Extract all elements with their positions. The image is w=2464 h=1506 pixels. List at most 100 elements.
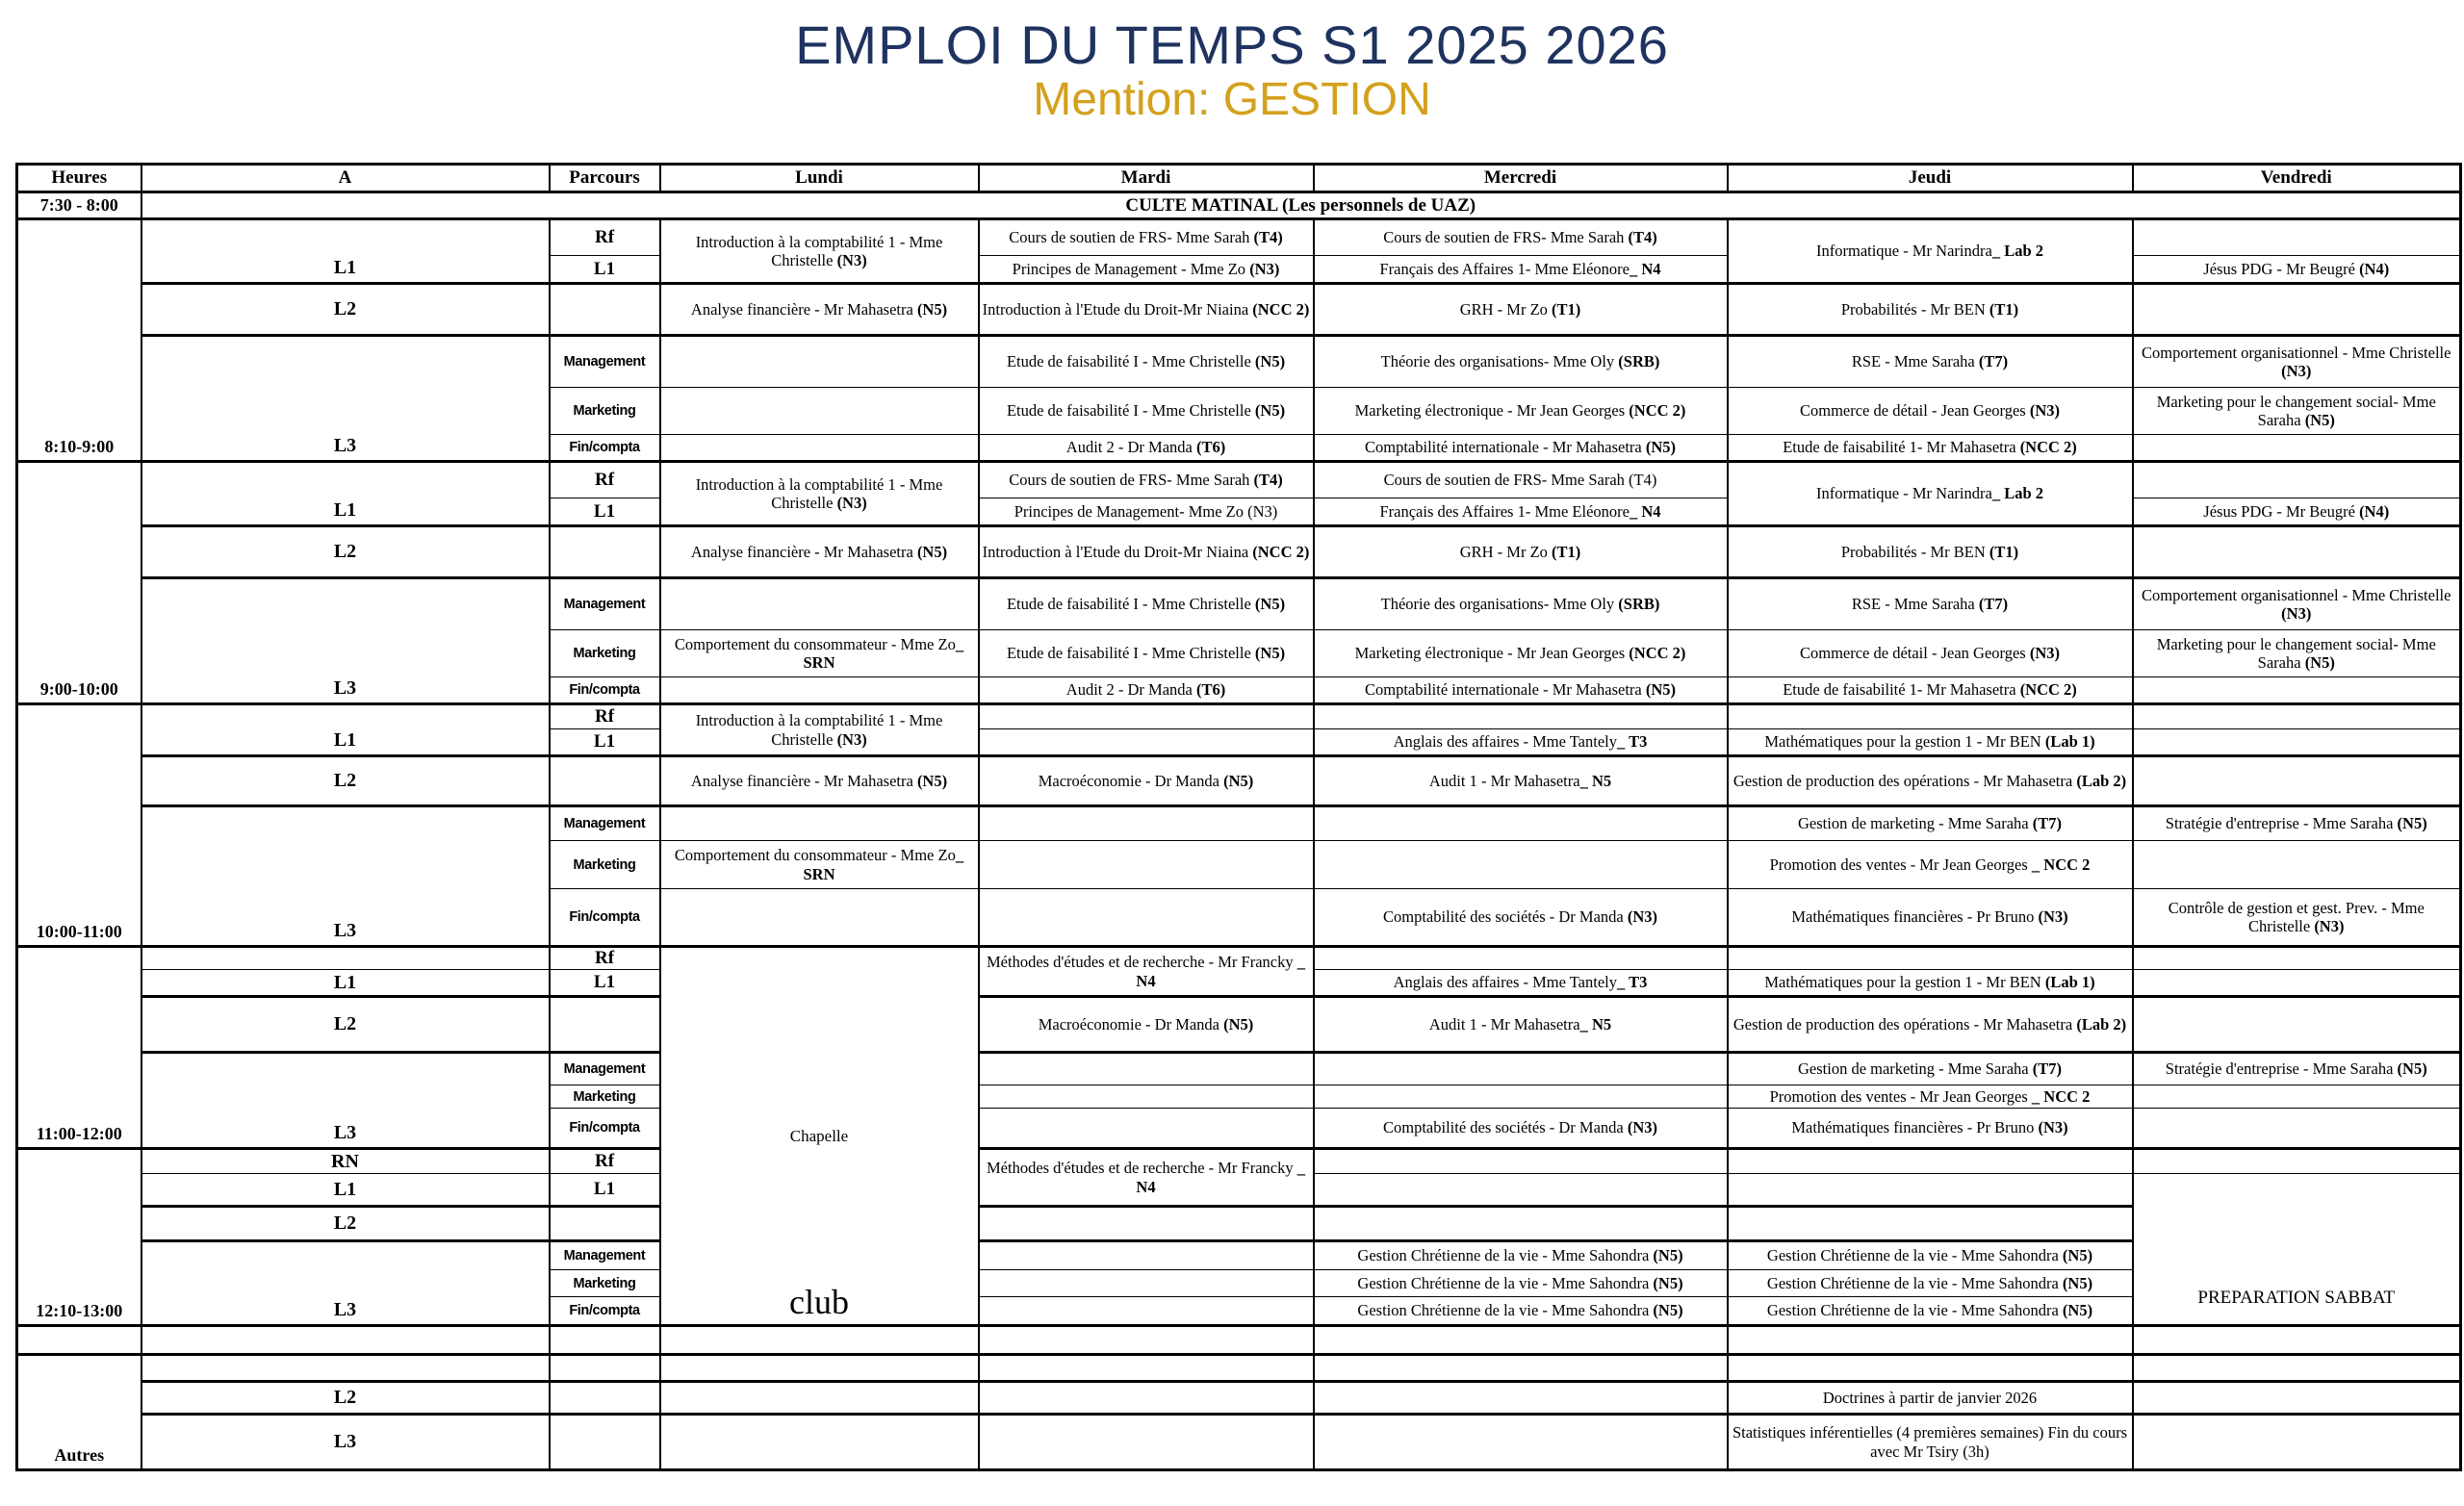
- cell-heures: 11:00-12:00: [15, 945, 142, 1150]
- timetable-row: L1 Anglais des affaires - Mme Tantely_ T3…: [17, 728, 2462, 757]
- cell-jeudi: [1726, 702, 2134, 730]
- cell-lundi: Introduction à la comptabilité 1 - Mme C…: [658, 460, 980, 527]
- cell-a: L2: [140, 282, 551, 337]
- cell-mardi: Etude de faisabilité I - Mme Christelle …: [977, 629, 1315, 678]
- cell-lundi: Analyse financière - Mr Mahasetra (N5): [658, 524, 980, 579]
- cell-vendredi: [2131, 1108, 2462, 1150]
- cell-mercredi: Audit 1 - Mr Mahasetra_ N5: [1312, 995, 1729, 1054]
- timetable-row: Marketing Comportement du consommateur - …: [17, 840, 2462, 890]
- timetable-row: L3 Management Gestion Chrétienne de la vie…: [17, 1239, 2461, 1327]
- cell-vendredi: [2131, 460, 2462, 499]
- cell-mardi: Audit 2 - Dr Manda (T6): [977, 676, 1315, 705]
- cell-lundi: Comportement du consommateur - Mme Zo_ S…: [658, 629, 980, 678]
- cell-lundi: [658, 576, 980, 631]
- cell-a: [140, 1353, 551, 1383]
- cell-mardi: Audit 2 - Dr Manda (T6): [977, 434, 1315, 463]
- cell-mardi: Etude de faisabilité I - Mme Christelle …: [977, 334, 1315, 389]
- cell-mardi: [977, 728, 1315, 757]
- cell-mardi: [977, 702, 1315, 730]
- cell-vendredi: [2131, 1085, 2462, 1110]
- col-header-heures: Heures: [15, 163, 142, 193]
- cell-a: L1: [140, 969, 551, 998]
- cell-mercredi: Cours de soutien de FRS- Mme Sarah (T4): [1312, 217, 1729, 257]
- cell-lundi: [658, 1380, 980, 1416]
- cell-vendredi: Jésus PDG - Mr Beugré (N4): [2131, 498, 2462, 527]
- cell-a: L2: [140, 1380, 551, 1416]
- cell-heures: 10:00-11:00: [15, 702, 142, 948]
- cell-lundi: Comportement du consommateur - Mme Zo_ S…: [658, 840, 980, 890]
- cell-parcours: [548, 1205, 661, 1242]
- timetable-row: Fin/compta Gestion Chrétienne de la vie -…: [17, 1296, 2461, 1327]
- timetable-row: L2: [17, 1205, 2461, 1242]
- cell-mardi: [977, 1085, 1315, 1110]
- cell-mercredi: [1312, 945, 1729, 971]
- page-titles: EMPLOI DU TEMPS S1 2025 2026 Mention: GE…: [0, 14, 2464, 125]
- timetable-row: L1 Principes de Management- Mme Zo (N3) Fr…: [17, 498, 2462, 527]
- cell-mardi: [977, 1108, 1315, 1150]
- cell-mardi: Principes de Management- Mme Zo (N3): [977, 498, 1315, 527]
- cell-empty: [2131, 1324, 2462, 1357]
- cell-vendredi: [2131, 524, 2462, 579]
- cell-jeudi: Gestion Chrétienne de la vie - Mme Sahon…: [1726, 1239, 2134, 1271]
- cell-mercredi: Théorie des organisations- Mme Oly (SRB): [1312, 334, 1729, 389]
- timetable-row: Marketing Promotion des ventes - Mr Jean …: [17, 1085, 2462, 1110]
- timetable-row: Fin/compta Comptabilité des sociétés - Dr…: [17, 888, 2462, 948]
- col-header-vendredi: Vendredi: [2131, 163, 2462, 193]
- cell-mercredi: Gestion Chrétienne de la vie - Mme Sahon…: [1312, 1296, 1729, 1327]
- cell-vendredi: Contrôle de gestion et gest. Prev. - Mme…: [2131, 888, 2462, 948]
- cell-empty: [658, 1324, 980, 1357]
- cell-mercredi: [1312, 1051, 1729, 1086]
- cell-mercredi: Audit 1 - Mr Mahasetra_ N5: [1312, 754, 1729, 807]
- cell-a: L1: [140, 217, 551, 285]
- cell-mardi: [977, 1353, 1315, 1383]
- cell-mardi: [977, 840, 1315, 890]
- col-header-jeudi: Jeudi: [1726, 163, 2134, 193]
- cell-mercredi: Gestion Chrétienne de la vie - Mme Sahon…: [1312, 1269, 1729, 1298]
- cell-a: L3: [140, 1051, 551, 1150]
- cell-parcours: [548, 524, 661, 579]
- cell-mercredi: Français des Affaires 1- Mme Eléonore_ N…: [1312, 498, 1729, 527]
- cell-jeudi: Etude de faisabilité 1- Mr Mahasetra (NC…: [1726, 434, 2134, 463]
- cell-jeudi: Informatique - Mr Narindra_ Lab 2: [1726, 460, 2134, 527]
- cell-vendredi: [2131, 676, 2462, 705]
- cell-parcours: Fin/compta: [548, 1296, 661, 1327]
- cell-a: L2: [140, 524, 551, 579]
- timetable-row: L3 Management Gestion de marketing - Mme S…: [17, 1051, 2462, 1150]
- chapelle-label: Chapelle: [789, 1126, 849, 1145]
- cell-vendredi: Comportement organisationnel - Mme Chris…: [2131, 334, 2462, 389]
- cell-mercredi: Cours de soutien de FRS- Mme Sarah (T4): [1312, 460, 1729, 499]
- cell-mardi: [977, 804, 1315, 842]
- cell-a: L3: [140, 804, 551, 948]
- cell-heures: 7:30 - 8:00: [15, 191, 142, 220]
- cell-parcours: Rf: [548, 1147, 661, 1175]
- cell-vendredi: [2131, 282, 2462, 337]
- timetable-row: 8:10-9:00 L1 Rf Introduction à la comptabil…: [15, 217, 2462, 463]
- cell-parcours: Marketing: [548, 629, 661, 678]
- page-title: EMPLOI DU TEMPS S1 2025 2026: [795, 14, 1669, 75]
- cell-empty: [140, 1324, 551, 1357]
- cell-vendredi: Marketing pour le changement social- Mme…: [2131, 387, 2462, 436]
- cell-jeudi: Mathématiques financières - Pr Bruno (N3…: [1726, 888, 2134, 948]
- cell-parcours: Fin/compta: [548, 1108, 661, 1150]
- cell-parcours: [548, 995, 661, 1054]
- cell-jeudi: Gestion de marketing - Mme Saraha (T7): [1726, 1051, 2134, 1086]
- cell-vendredi: [2131, 969, 2462, 998]
- timetable-row: 11:00-12:00 Rf Chapelle club Méthodes d'étud…: [15, 945, 2462, 1327]
- cell-a: L2: [140, 995, 551, 1054]
- cell-vendredi: Jésus PDG - Mr Beugré (N4): [2131, 255, 2462, 285]
- cell-vendredi: [2131, 840, 2462, 890]
- cell-mardi: [977, 1380, 1315, 1416]
- cell-parcours: Fin/compta: [548, 434, 661, 463]
- cell-parcours: Fin/compta: [548, 676, 661, 705]
- cell-mercredi: Marketing électronique - Mr Jean Georges…: [1312, 629, 1729, 678]
- cell-parcours: Management: [548, 804, 661, 842]
- cell-vendredi: Stratégie d'entreprise - Mme Saraha (N5): [2131, 1051, 2462, 1086]
- cell-vendredi: [2131, 702, 2462, 730]
- cell-mercredi: GRH - Mr Zo (T1): [1312, 524, 1729, 579]
- cell-mardi: Cours de soutien de FRS- Mme Sarah (T4): [977, 460, 1315, 499]
- page-subtitle: Mention: GESTION: [1033, 73, 1431, 125]
- timetable-row: L1 Principes de Management - Mme Zo (N3) F…: [17, 255, 2462, 285]
- cell-mardi: [977, 888, 1315, 948]
- cell-lundi: [658, 434, 980, 463]
- cell-jeudi: Statistiques inférentielles (4 premières…: [1726, 1413, 2134, 1471]
